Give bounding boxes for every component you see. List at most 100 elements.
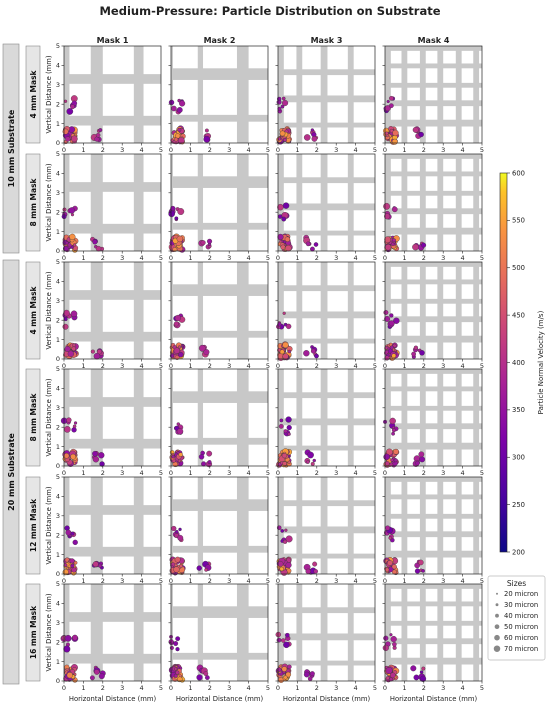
x-tick-label: 4 xyxy=(140,577,144,585)
plot-area xyxy=(171,46,268,143)
mask-bar-horizontal xyxy=(278,660,375,666)
particle-point xyxy=(62,128,69,135)
x-tick-label: 5 xyxy=(159,684,163,692)
particle-point xyxy=(307,676,313,681)
colorbar xyxy=(499,172,508,553)
mask-bar-vertical xyxy=(347,584,354,681)
particle-point xyxy=(174,355,180,360)
x-tick-label: 0 xyxy=(169,146,173,154)
mask-bar-horizontal xyxy=(385,279,482,285)
sizes-legend-title: Sizes xyxy=(507,579,526,588)
particle-point xyxy=(71,346,76,351)
y-tick-label: 0 xyxy=(56,570,60,578)
particle-point xyxy=(63,99,68,103)
x-tick-label: 4 xyxy=(354,362,358,370)
particle-point xyxy=(283,675,288,680)
mask-bar-vertical xyxy=(197,369,204,466)
x-tick-label: 5 xyxy=(373,254,377,262)
x-tick-label: 0 xyxy=(62,362,66,370)
mask-bar-vertical xyxy=(473,154,480,251)
plot-frame xyxy=(170,45,269,144)
x-tick-label: 5 xyxy=(159,577,163,585)
y-tick-label: 0 xyxy=(56,139,60,147)
x-tick-label: 2 xyxy=(315,254,319,262)
x-tick-label: 2 xyxy=(208,254,212,262)
particle-point xyxy=(93,352,101,360)
x-tick-label: 5 xyxy=(266,146,270,154)
particle-point xyxy=(384,567,390,572)
mask-bar-horizontal xyxy=(385,423,482,430)
mask-bar-horizontal xyxy=(385,262,482,267)
mask-bar-vertical xyxy=(347,46,354,143)
mask-bar-horizontal xyxy=(385,154,482,159)
x-tick-label: 4 xyxy=(247,684,251,692)
mask-bar-vertical xyxy=(437,262,444,359)
mask-bar-vertical xyxy=(401,584,408,681)
y-tick-label: 5 xyxy=(56,365,60,373)
x-tick-label: 5 xyxy=(373,146,377,154)
x-tick-label: 4 xyxy=(247,254,251,262)
particle-point xyxy=(175,647,180,652)
particle-point xyxy=(385,525,391,531)
particle-point xyxy=(70,310,78,318)
x-tick-label: 4 xyxy=(247,577,251,585)
x-tick-label: 4 xyxy=(461,684,465,692)
particle-point xyxy=(280,529,285,533)
particle-point xyxy=(66,672,73,679)
plot-frame xyxy=(63,153,162,252)
particle-point xyxy=(412,243,419,251)
particle-point xyxy=(383,453,390,461)
particle-point xyxy=(287,349,292,354)
row-label: 12 mm Mask xyxy=(29,498,38,552)
x-tick-label: 4 xyxy=(461,146,465,154)
particle-point xyxy=(384,244,392,251)
mask-bar-vertical xyxy=(278,369,284,466)
y-axis-label: Vertical Distance (mm) xyxy=(45,163,53,241)
x-tick-label: 1 xyxy=(188,469,192,477)
particle-point xyxy=(389,462,394,467)
particle-point xyxy=(413,345,419,350)
mask-bar-vertical xyxy=(278,477,284,574)
plot-frame xyxy=(63,476,162,575)
mask-bar-vertical xyxy=(320,477,328,574)
x-tick-label: 4 xyxy=(461,577,465,585)
y-tick-label: 1 xyxy=(56,658,60,666)
particle-point xyxy=(177,676,183,683)
mask-bar-vertical xyxy=(419,262,426,359)
particle-point xyxy=(69,233,76,241)
mask-bar-vertical xyxy=(385,477,391,574)
x-tick-label: 1 xyxy=(295,469,299,477)
x-tick-label: 3 xyxy=(334,146,338,154)
mask-bar-vertical xyxy=(419,154,426,251)
x-tick-label: 2 xyxy=(101,577,105,585)
x-tick-label: 0 xyxy=(169,577,173,585)
mask-bar-vertical xyxy=(278,154,284,251)
x-tick-label: 1 xyxy=(402,577,406,585)
y-tick-label: 2 xyxy=(56,423,60,431)
mask-bar-vertical xyxy=(385,154,391,251)
particle-point xyxy=(391,206,398,213)
x-tick-label: 4 xyxy=(461,362,465,370)
x-axis-label: Horizontal Distance (mm) xyxy=(283,695,371,703)
y-tick-label: 2 xyxy=(56,208,60,216)
x-tick-label: 3 xyxy=(334,362,338,370)
x-tick-label: 4 xyxy=(354,684,358,692)
particle-point xyxy=(389,417,396,425)
plot-area xyxy=(385,477,482,574)
particle-point xyxy=(92,456,100,463)
particle-point xyxy=(204,128,209,133)
particle-point xyxy=(309,671,315,677)
subplot-panel: 0 1 2 3 4 5 xyxy=(275,261,377,370)
mask-bar-vertical xyxy=(171,369,173,466)
x-tick-label: 0 xyxy=(169,362,173,370)
mask-bar-horizontal xyxy=(278,445,375,451)
colorbar-tick-label: 350 xyxy=(512,406,525,414)
mask-bar-horizontal xyxy=(385,82,482,88)
y-tick-label: 3 xyxy=(56,189,60,197)
particle-point xyxy=(421,569,425,573)
y-tick-label: 1 xyxy=(56,551,60,559)
subplot-panel: 0 1 2 3 4 5 xyxy=(382,368,484,477)
